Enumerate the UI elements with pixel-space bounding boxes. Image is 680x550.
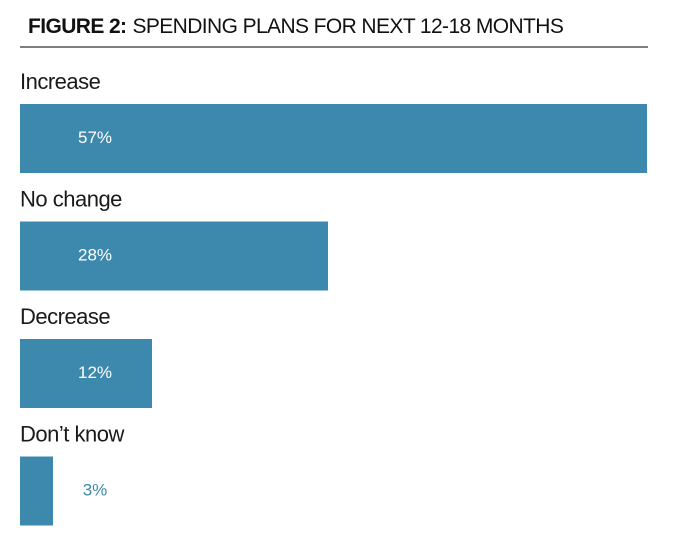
title-label: FIGURE 2: <box>28 15 126 38</box>
chart-title: FIGURE 2: SPENDING PLANS FOR NEXT 12-18 M… <box>28 15 564 38</box>
bar <box>20 104 647 173</box>
bar <box>20 221 328 291</box>
value-label: 28% <box>78 245 112 264</box>
category-label: Don’t know <box>20 421 124 446</box>
bar <box>20 339 152 408</box>
category-label: Decrease <box>20 304 110 329</box>
bar <box>20 456 53 526</box>
value-label: 57% <box>78 128 112 147</box>
title-text: SPENDING PLANS FOR NEXT 12-18 MONTHS <box>132 15 563 38</box>
category-label: No change <box>20 186 122 211</box>
value-label: 12% <box>78 363 112 382</box>
category-label: Increase <box>20 69 101 94</box>
value-label: 3% <box>83 480 108 499</box>
